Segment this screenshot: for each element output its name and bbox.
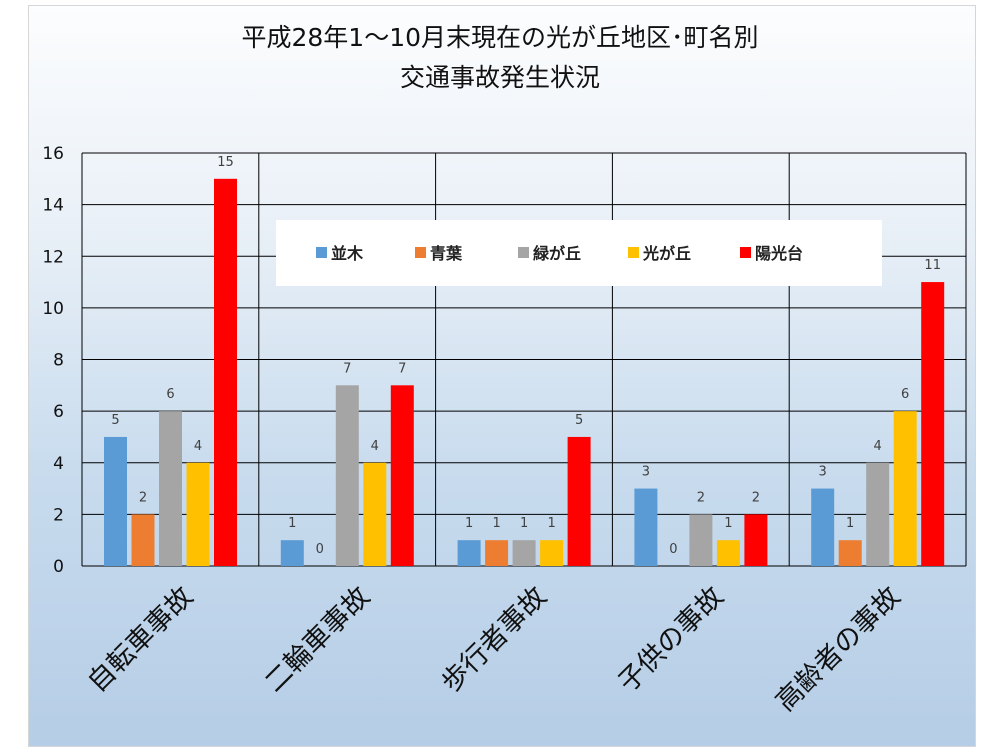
chart-frame: [28, 5, 976, 747]
data-label: 11: [924, 258, 941, 273]
data-label: 5: [111, 413, 119, 428]
legend-swatch: [740, 247, 751, 258]
bar: [716, 540, 740, 566]
bar: [744, 514, 768, 566]
legend-label: 青葉: [430, 244, 463, 263]
data-label: 2: [697, 490, 705, 505]
data-label: 3: [642, 465, 650, 480]
chart-title-line-1: 平成28年1～10月末現在の光が丘地区･町名別: [241, 23, 758, 52]
data-label: 6: [901, 387, 909, 402]
y-tick-label: 8: [53, 351, 64, 371]
y-tick-label: 4: [53, 454, 64, 474]
legend-swatch: [628, 247, 639, 258]
category-label: 二輪車事故: [259, 581, 376, 698]
data-label: 7: [343, 361, 351, 376]
bar: [893, 411, 917, 566]
data-label: 4: [874, 439, 882, 454]
data-label: 1: [846, 516, 854, 531]
bar: [335, 385, 359, 566]
category-label: 子供の事故: [612, 581, 729, 698]
category-labels: 自転車事故 二輪車事故 歩行者事故 子供の事故 高齢者の事故: [82, 581, 907, 717]
data-label: 0: [316, 542, 324, 557]
bar: [485, 540, 509, 566]
y-tick-label: 16: [42, 144, 64, 164]
legend-label: 陽光台: [755, 244, 803, 263]
data-label: 1: [724, 516, 732, 531]
bar: [214, 178, 237, 566]
bar: [159, 411, 182, 566]
data-label: 4: [194, 439, 202, 454]
category-label: 自転車事故: [82, 581, 199, 698]
bar: [280, 540, 304, 566]
category-label: 高齢者の事故: [770, 581, 906, 717]
legend-swatch: [518, 247, 529, 258]
bar: [634, 488, 658, 566]
bar: [457, 540, 481, 566]
bar: [104, 436, 127, 566]
legend-label: 緑が丘: [533, 244, 581, 263]
bars: [104, 178, 945, 566]
data-label: 1: [520, 516, 528, 531]
data-label: 2: [752, 490, 760, 505]
bar: [540, 540, 564, 566]
bar: [838, 540, 862, 566]
category-label: 歩行者事故: [436, 581, 553, 698]
y-tick-label: 2: [53, 505, 64, 525]
data-label: 1: [547, 516, 555, 531]
bar: [390, 385, 414, 566]
data-label: 7: [398, 361, 406, 376]
data-label: 0: [669, 542, 677, 557]
bar: [567, 436, 591, 566]
legend: 並木 青葉 緑が丘 光が丘 陽光台: [276, 220, 882, 286]
data-label: 1: [465, 516, 473, 531]
data-label: 2: [139, 490, 147, 505]
data-label: 5: [575, 413, 583, 428]
y-tick-label: 12: [42, 247, 64, 267]
y-tick-label: 0: [53, 557, 64, 577]
bar: [363, 462, 387, 566]
bar: [811, 488, 835, 566]
data-label: 1: [288, 516, 296, 531]
data-label: 3: [819, 465, 827, 480]
bar: [512, 540, 536, 566]
data-label: 15: [217, 155, 234, 170]
bar: [131, 514, 155, 566]
legend-swatch: [316, 247, 327, 258]
bar: [186, 462, 210, 566]
y-tick-label: 10: [42, 299, 64, 319]
bar: [866, 462, 890, 566]
legend-label: 光が丘: [642, 244, 691, 263]
y-tick-label: 6: [53, 402, 64, 422]
bar: [689, 514, 713, 566]
y-tick-label: 14: [42, 196, 64, 216]
y-axis-tick-labels: 0 2 4 6 8 10 12 14 16: [42, 144, 64, 577]
legend-box: [276, 220, 882, 286]
chart-title: 平成28年1～10月末現在の光が丘地区･町名別 交通事故発生状況: [241, 23, 758, 92]
data-label: 4: [371, 439, 379, 454]
data-label: 1: [492, 516, 500, 531]
chart-title-line-2: 交通事故発生状況: [400, 63, 600, 92]
legend-label: 並木: [331, 244, 364, 263]
data-label: 6: [166, 387, 174, 402]
bar: [921, 282, 945, 566]
legend-swatch: [415, 247, 426, 258]
